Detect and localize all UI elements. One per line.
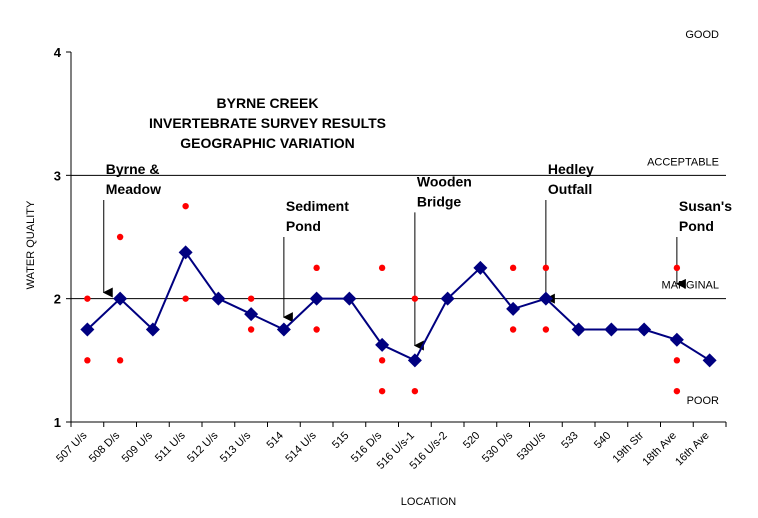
sample-point-marker xyxy=(84,295,91,302)
sample-point-marker xyxy=(313,264,320,272)
sample-point-marker xyxy=(411,295,419,302)
x-tick-label: 514 xyxy=(265,430,286,451)
x-tick-label: 18th Ave xyxy=(640,430,679,469)
x-axis-label: LOCATION xyxy=(401,496,456,508)
average-point-marker xyxy=(342,291,357,306)
average-point-marker xyxy=(375,337,390,352)
sample-point-marker xyxy=(509,326,517,333)
x-tick-label: 513 U/s xyxy=(218,429,254,465)
y-tick-labels: 1 2 3 4 xyxy=(54,45,62,430)
sample-point-marker xyxy=(247,295,255,302)
sample-point-marker xyxy=(378,357,386,364)
average-point-marker xyxy=(244,307,259,322)
sample-point-marker xyxy=(84,357,91,364)
sample-point-marker xyxy=(182,295,189,302)
grid-lines xyxy=(71,174,726,300)
average-point-marker xyxy=(211,291,226,306)
x-tick-label: 16th Ave xyxy=(673,430,712,469)
chart-title: BYRNE CREEK INVERTEBRATE SURVEY RESULTS GE… xyxy=(149,95,386,151)
y-axis-label: WATER QUALITY xyxy=(25,200,37,289)
average-point-marker xyxy=(440,291,455,306)
annotation-label: Susan's xyxy=(679,198,732,214)
level-label-good: GOOD xyxy=(685,29,719,41)
average-point-marker xyxy=(571,322,586,337)
level-label-acceptable: ACCEPTABLE xyxy=(647,156,719,168)
x-tick-label: 533 xyxy=(559,430,580,451)
annotation-label: Pond xyxy=(679,218,714,234)
annotation-label: Pond xyxy=(286,218,321,234)
sample-point-marker xyxy=(378,264,386,272)
level-label-marginal: MARGINAL xyxy=(662,280,719,292)
x-tick-label: 508 D/s xyxy=(87,429,123,465)
annotation-label: Outfall xyxy=(548,181,592,197)
x-tick-label: 511 U/s xyxy=(153,429,188,464)
average-point-marker xyxy=(407,353,422,368)
sample-point-marker xyxy=(313,326,320,333)
sample-point-marker xyxy=(673,264,681,272)
chart-title-line: INVERTEBRATE SURVEY RESULTS xyxy=(149,115,386,131)
y-tick-label: 3 xyxy=(54,168,61,183)
x-tick-label: 512 U/s xyxy=(185,429,221,465)
y-tick-label: 4 xyxy=(54,45,62,60)
average-point-marker xyxy=(178,245,193,260)
annotation-label: Wooden xyxy=(417,173,472,189)
average-point-marker xyxy=(309,291,324,306)
average-point-marker xyxy=(669,332,684,347)
annotation-label: Sediment xyxy=(286,198,349,214)
average-series xyxy=(80,245,717,368)
sample-point-marker xyxy=(182,202,189,210)
chart-title-line: BYRNE CREEK xyxy=(217,95,319,111)
average-point-marker xyxy=(604,322,619,337)
sample-point-marker xyxy=(673,357,681,364)
sample-point-marker xyxy=(116,357,124,364)
y-tick-label: 1 xyxy=(54,415,61,430)
average-point-marker xyxy=(506,301,521,316)
sample-point-marker xyxy=(378,387,386,395)
annotation-label: Hedley xyxy=(548,161,594,177)
sample-point-marker xyxy=(411,387,419,395)
x-tick-label: 507 U/s xyxy=(54,429,90,465)
x-tick-label: 514 U/s xyxy=(283,429,319,465)
average-point-marker xyxy=(538,291,553,306)
chart-title-line: GEOGRAPHIC VARIATION xyxy=(180,135,355,151)
sample-series xyxy=(84,202,681,395)
average-point-marker xyxy=(276,322,291,337)
sample-point-marker xyxy=(116,233,124,241)
average-point-marker xyxy=(113,291,128,306)
annotation-label: Byrne & xyxy=(106,161,160,177)
average-point-marker xyxy=(80,322,95,337)
annotation-label: Bridge xyxy=(417,193,462,209)
sample-point-marker xyxy=(673,387,681,395)
sample-point-marker xyxy=(509,264,517,272)
average-point-marker xyxy=(145,322,160,337)
level-label-poor: POOR xyxy=(687,395,719,407)
average-point-marker xyxy=(702,353,717,368)
x-tick-label: 530U/s xyxy=(515,429,548,462)
sample-point-marker xyxy=(247,326,255,333)
average-series-line xyxy=(86,250,711,362)
x-tick-label: 530 D/s xyxy=(480,429,516,465)
annotation-label: Meadow xyxy=(106,181,161,197)
y-tick-label: 2 xyxy=(54,292,61,307)
sample-point-marker xyxy=(542,264,550,272)
x-tick-label: 540 xyxy=(592,430,613,451)
x-tick-label: 515 xyxy=(330,430,351,451)
sample-point-marker xyxy=(542,326,550,333)
average-point-marker xyxy=(473,260,488,275)
x-tick-label: 509 U/s xyxy=(120,429,156,465)
location-annotations: Byrne & Meadow Sediment Pond Wooden Bridge Hed… xyxy=(102,161,732,351)
axes xyxy=(66,51,727,427)
average-point-marker xyxy=(637,322,652,337)
x-tick-label: 520 xyxy=(461,430,482,451)
